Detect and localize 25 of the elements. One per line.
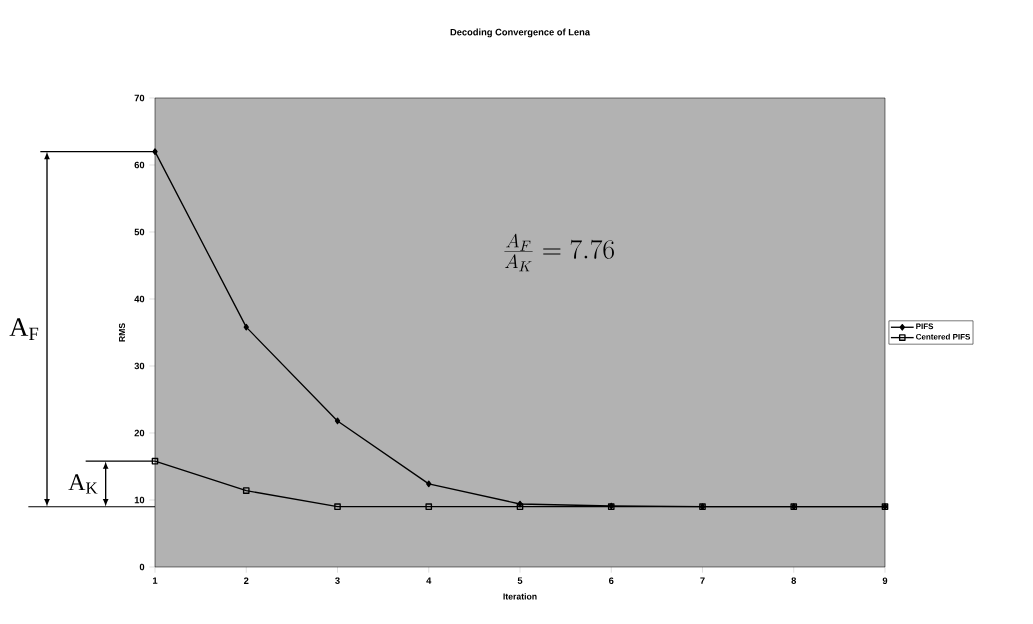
x-tick-label: 7 [700, 577, 705, 584]
x-axis-title: Iteration [503, 593, 537, 600]
y-tick-label: 20 [134, 429, 145, 437]
y-tick-label: 40 [134, 295, 145, 303]
x-tick-label: 9 [882, 577, 888, 584]
y-axis-title: RMS [118, 323, 126, 342]
y-tick-label: 50 [134, 228, 145, 236]
x-tick-label: 4 [426, 577, 432, 584]
chart-title: Decoding Convergence of Lena [450, 28, 591, 38]
y-tick-label: 0 [139, 563, 145, 571]
annotation: $\frac{A_F}{A_K}= 7.76$ [504, 233, 614, 272]
x-tick-label: 1 [153, 577, 158, 584]
y-tick-label: 30 [134, 362, 145, 370]
legend-label: PIFS [916, 323, 934, 330]
y-tick-label: 70 [134, 94, 145, 102]
x-tick-label: 8 [791, 577, 797, 584]
y-tick-label: 10 [134, 496, 145, 504]
text: A$_{F}$ [9, 318, 39, 341]
x-tick-label: 3 [335, 577, 340, 585]
text: A$_{K}$ [68, 474, 98, 494]
legend-label: Centered PIFS [916, 333, 971, 340]
y-tick-label: 60 [134, 161, 145, 169]
x-tick-label: 6 [608, 577, 614, 584]
x-tick-label: 5 [517, 577, 523, 584]
x-tick-label: 2 [243, 577, 249, 584]
